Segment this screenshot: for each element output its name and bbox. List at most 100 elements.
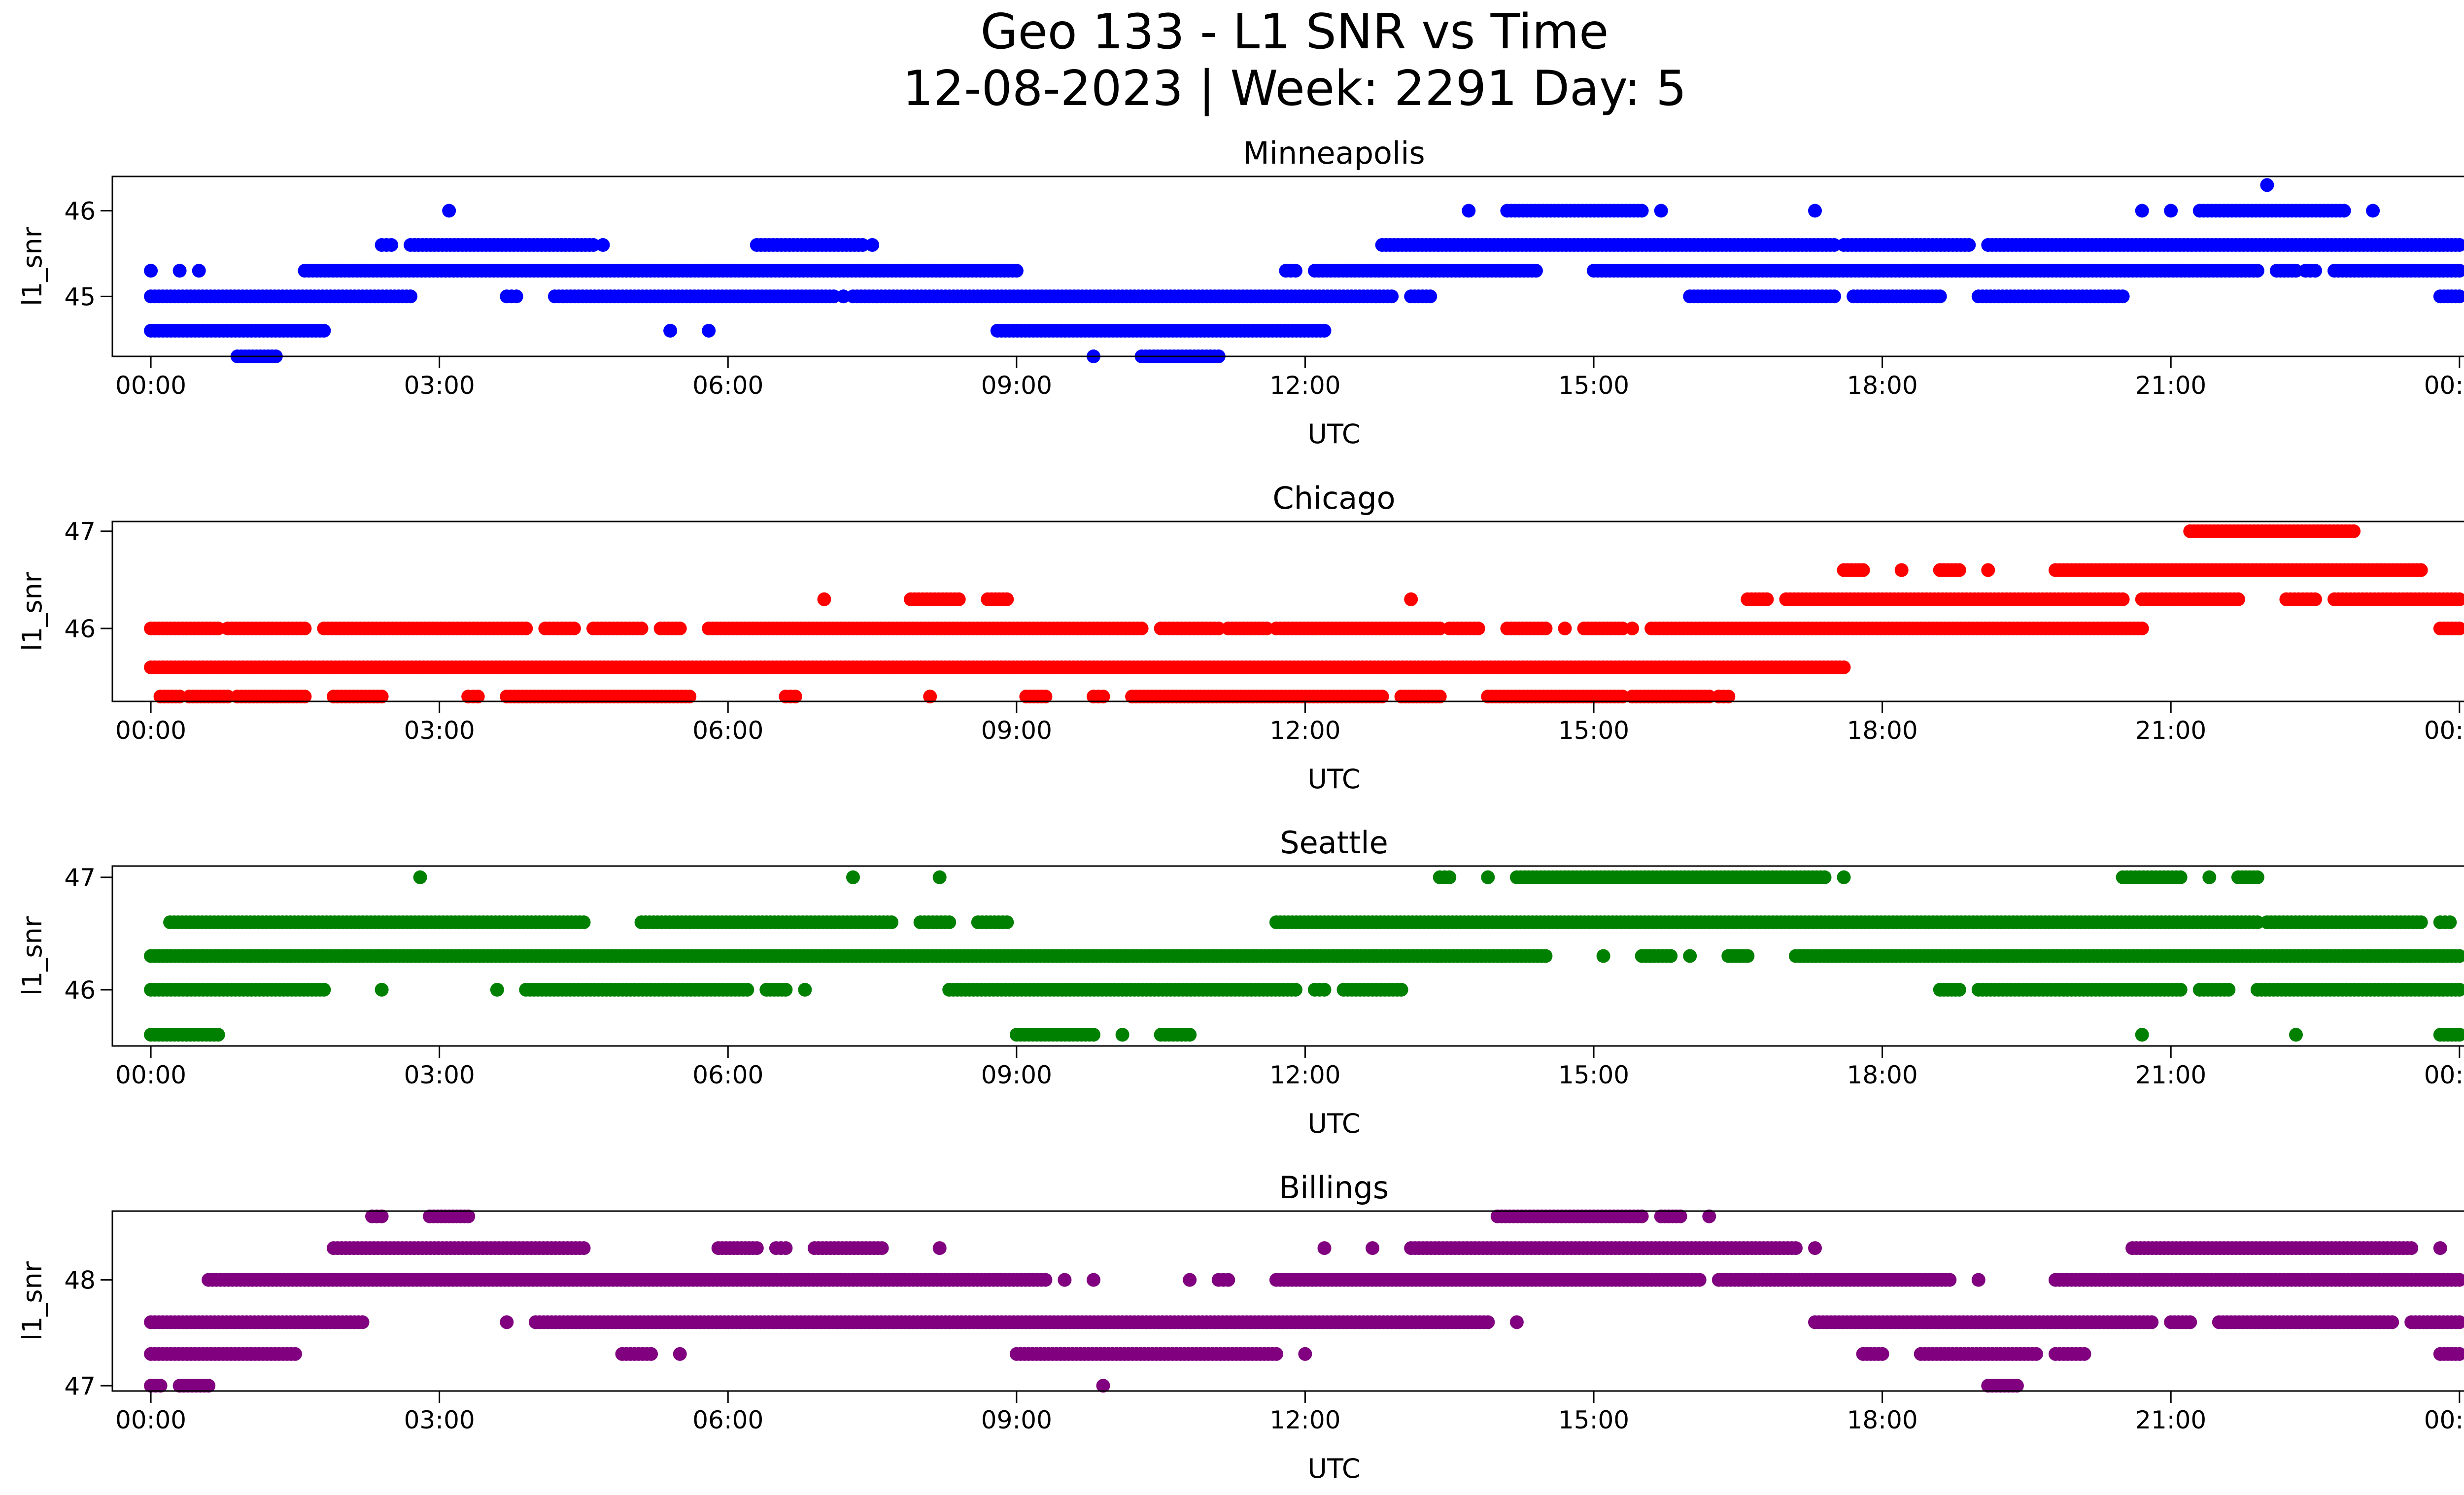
data-point	[2414, 915, 2428, 930]
data-point	[1038, 690, 1053, 704]
data-point	[1000, 592, 1014, 606]
data-point	[817, 592, 831, 606]
data-point	[2452, 622, 2464, 635]
data-point	[1481, 1315, 1495, 1329]
x-tick-label: 15:00	[1558, 1061, 1629, 1089]
data-point	[490, 982, 504, 997]
data-point	[1096, 690, 1110, 704]
data-point	[1625, 622, 1640, 635]
data-point	[1134, 622, 1149, 635]
data-point	[509, 289, 523, 304]
data-point	[1298, 1347, 1312, 1361]
data-point	[1856, 563, 1870, 577]
data-point	[1288, 982, 1302, 997]
data-point	[1933, 289, 1947, 304]
data-point	[375, 690, 389, 704]
x-tick-label: 12:00	[1269, 716, 1340, 745]
data-point	[2308, 592, 2322, 606]
data-point	[1211, 622, 1226, 635]
data-point	[2337, 204, 2351, 218]
x-tick-label: 03:00	[404, 1061, 475, 1089]
y-tick-label: 47	[64, 864, 96, 892]
data-point	[1433, 690, 1447, 704]
data-point	[1615, 690, 1630, 704]
data-point	[1664, 949, 1678, 963]
data-point	[471, 690, 485, 704]
data-point	[942, 915, 957, 930]
data-point	[644, 1347, 658, 1361]
data-point	[1654, 204, 1668, 218]
y-axis-label: l1_snr	[17, 571, 48, 651]
data-point	[2308, 264, 2322, 278]
data-points	[144, 870, 2464, 1042]
data-point	[1635, 204, 1649, 218]
data-point	[1423, 289, 1437, 304]
data-point	[1817, 870, 1832, 884]
x-axis-label: UTC	[1307, 418, 1360, 450]
data-point	[1837, 870, 1851, 884]
data-point	[683, 690, 697, 704]
data-point	[2029, 1347, 2043, 1361]
data-point	[221, 690, 235, 704]
data-point	[2135, 1028, 2149, 1042]
data-point	[1269, 1347, 1283, 1361]
figure-title-line-2: 12-08-2023 | Week: 2291 Day: 5	[903, 61, 1687, 117]
data-point	[1385, 289, 1399, 304]
data-point	[1433, 622, 1447, 635]
data-point	[384, 238, 399, 252]
data-point	[1952, 982, 1966, 997]
x-tick-label: 00:00	[2424, 716, 2464, 745]
data-point	[702, 323, 716, 338]
data-point	[1894, 563, 1909, 577]
data-point	[1539, 949, 1553, 963]
data-point	[2347, 524, 2361, 538]
data-point	[952, 592, 966, 606]
data-point	[1837, 660, 1851, 674]
x-tick-label: 12:00	[1269, 1061, 1340, 1089]
data-point	[317, 982, 331, 997]
data-point	[442, 204, 456, 218]
data-point	[1009, 264, 1024, 278]
x-tick-label: 15:00	[1558, 371, 1629, 400]
data-point	[1615, 622, 1630, 635]
data-point	[1317, 323, 1332, 338]
data-point	[634, 622, 649, 635]
data-point	[1462, 204, 1476, 218]
data-point	[2452, 1028, 2464, 1042]
data-point	[885, 915, 899, 930]
data-point	[586, 238, 600, 252]
data-point	[2260, 178, 2274, 192]
data-point	[1394, 982, 1408, 997]
data-point	[673, 622, 687, 635]
data-point	[1481, 870, 1495, 884]
y-tick-label: 46	[64, 615, 96, 643]
data-point	[932, 870, 947, 884]
data-point	[1962, 238, 1976, 252]
data-point	[836, 289, 851, 304]
data-point	[596, 238, 610, 252]
data-point	[827, 289, 841, 304]
data-point	[2452, 289, 2464, 304]
subplot-title: Billings	[1279, 1170, 1389, 1206]
x-tick-label: 15:00	[1558, 716, 1629, 745]
x-tick-label: 09:00	[981, 371, 1052, 400]
data-point	[288, 1347, 302, 1361]
data-point	[2443, 915, 2457, 930]
data-point	[1827, 289, 1841, 304]
data-point	[1317, 982, 1332, 997]
data-point	[846, 870, 860, 884]
data-point	[1183, 1028, 1197, 1042]
y-tick-label: 46	[64, 976, 96, 1005]
data-point	[1760, 592, 1774, 606]
data-point	[2173, 870, 2188, 884]
data-point	[2414, 563, 2428, 577]
data-point	[1000, 915, 1014, 930]
x-tick-label: 18:00	[1847, 716, 1918, 745]
data-point	[2250, 264, 2264, 278]
data-point	[740, 982, 754, 997]
x-tick-label: 06:00	[692, 371, 763, 400]
x-tick-label: 03:00	[404, 716, 475, 745]
